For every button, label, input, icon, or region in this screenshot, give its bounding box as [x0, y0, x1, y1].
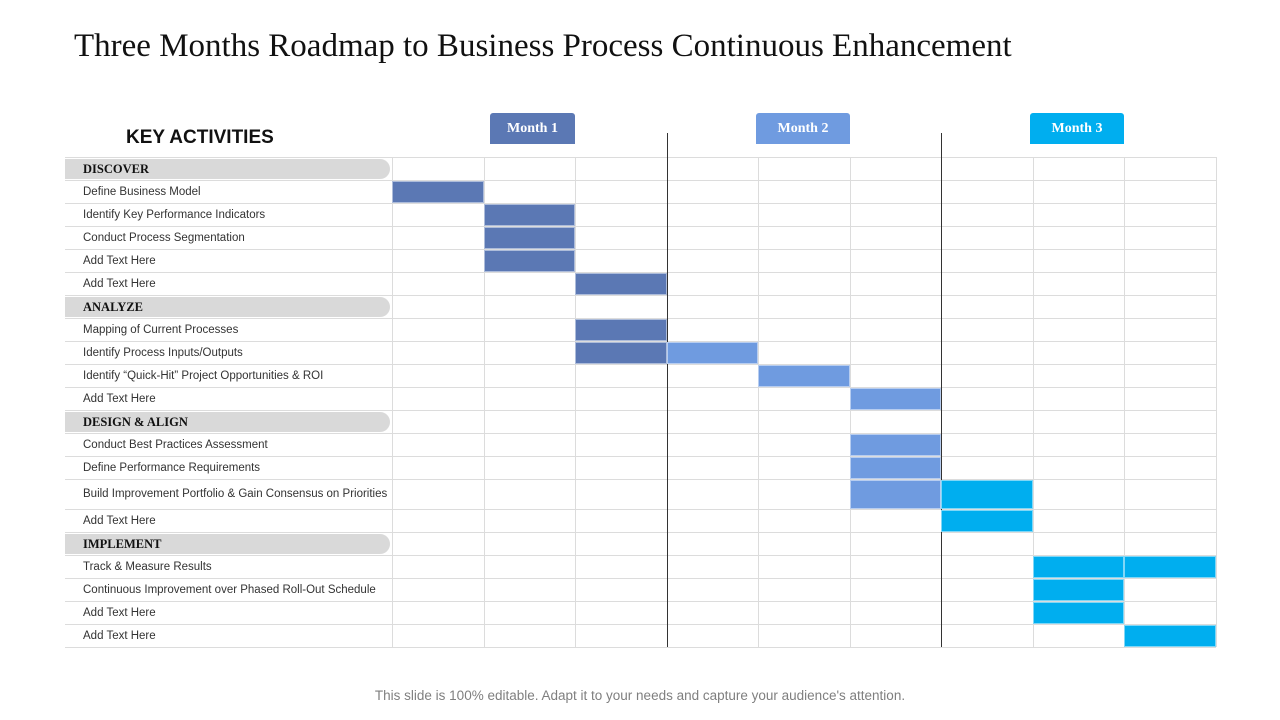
grid-row-line	[65, 433, 1216, 434]
grid-col-line	[1124, 157, 1125, 647]
grid-row-line	[65, 387, 1216, 388]
gantt-bar	[849, 434, 941, 456]
gantt-bar	[1032, 579, 1124, 601]
gantt-bar	[1124, 556, 1216, 578]
gantt-bar	[575, 319, 667, 341]
grid-col-line	[1215, 157, 1217, 647]
grid-row-line	[65, 364, 1216, 365]
task-label: Add Text Here	[83, 254, 156, 267]
grid-row-line	[65, 647, 1216, 648]
grid-col-line	[575, 157, 576, 647]
gantt-bar	[483, 250, 575, 272]
grid-row-line	[65, 509, 1216, 510]
grid-col-line	[758, 157, 759, 647]
grid-row-line	[65, 555, 1216, 556]
grid-row-line	[65, 479, 1216, 480]
gantt-bar	[1032, 556, 1124, 578]
grid-row-line	[65, 203, 1216, 204]
month-tab-1: Month 1	[490, 113, 575, 144]
task-label: Add Text Here	[83, 392, 156, 405]
grid-row-line	[65, 318, 1216, 319]
group-header: DISCOVER	[65, 159, 390, 179]
grid-row-line	[65, 295, 1216, 296]
month-tab-3: Month 3	[1030, 113, 1124, 144]
key-activities-heading: KEY ACTIVITIES	[126, 127, 274, 148]
group-header-label: ANALYZE	[83, 299, 143, 314]
gantt-bar	[849, 388, 941, 410]
task-label: Identify “Quick-Hit” Project Opportuniti…	[83, 369, 324, 382]
gantt-bar	[941, 480, 1033, 509]
grid-col-line	[392, 157, 393, 647]
grid-row-line	[65, 410, 1216, 411]
task-label: Add Text Here	[83, 514, 156, 527]
group-header: IMPLEMENT	[65, 534, 390, 554]
gantt-bar	[666, 342, 758, 364]
page-title: Three Months Roadmap to Business Process…	[74, 28, 1012, 64]
grid-row-line	[65, 601, 1216, 602]
task-label: Add Text Here	[83, 629, 156, 642]
month-divider-line	[941, 133, 942, 647]
grid-row-line	[65, 456, 1216, 457]
task-label: Build Improvement Portfolio & Gain Conse…	[83, 488, 388, 500]
gantt-bar	[392, 181, 484, 203]
task-label: Continuous Improvement over Phased Roll-…	[83, 583, 376, 596]
gantt-bar	[758, 365, 850, 387]
gantt-bar	[849, 457, 941, 479]
gantt-bar	[941, 510, 1033, 532]
group-header-label: IMPLEMENT	[83, 536, 162, 551]
gantt-bar	[483, 204, 575, 226]
group-header-label: DISCOVER	[83, 161, 149, 176]
footer-note: This slide is 100% editable. Adapt it to…	[374, 688, 906, 703]
gantt-bar	[1032, 602, 1124, 624]
task-label: Track & Measure Results	[83, 560, 212, 573]
gantt-bar	[483, 227, 575, 249]
task-label: Add Text Here	[83, 277, 156, 290]
grid-row-line	[65, 226, 1216, 227]
grid-row-line	[65, 532, 1216, 533]
gantt-bar	[1124, 625, 1216, 647]
month-divider-line	[666, 133, 668, 647]
grid-row-line	[65, 272, 1216, 273]
grid-row-line	[65, 249, 1216, 250]
task-label: Identify Process Inputs/Outputs	[83, 346, 243, 359]
grid-top-line	[65, 157, 1216, 158]
grid-col-line	[483, 157, 485, 647]
gantt-bar	[575, 342, 667, 364]
task-label: Define Performance Requirements	[83, 461, 261, 474]
group-header: ANALYZE	[65, 297, 390, 317]
grid-col-line	[1032, 157, 1034, 647]
task-label: Conduct Process Segmentation	[83, 231, 245, 244]
gantt-bar	[575, 273, 667, 295]
task-label: Conduct Best Practices Assessment	[83, 438, 268, 451]
task-label: Mapping of Current Processes	[83, 323, 239, 336]
group-header-label: DESIGN & ALIGN	[83, 414, 188, 429]
grid-row-line	[65, 578, 1216, 579]
grid-row-line	[65, 180, 1216, 181]
task-label: Define Business Model	[83, 185, 201, 198]
group-header: DESIGN & ALIGN	[65, 412, 390, 432]
task-label: Identify Key Performance Indicators	[83, 208, 266, 221]
task-label: Add Text Here	[83, 606, 156, 619]
grid-row-line	[65, 341, 1216, 342]
grid-row-line	[65, 624, 1216, 625]
month-tab-2: Month 2	[756, 113, 850, 144]
gantt-bar	[849, 480, 941, 509]
